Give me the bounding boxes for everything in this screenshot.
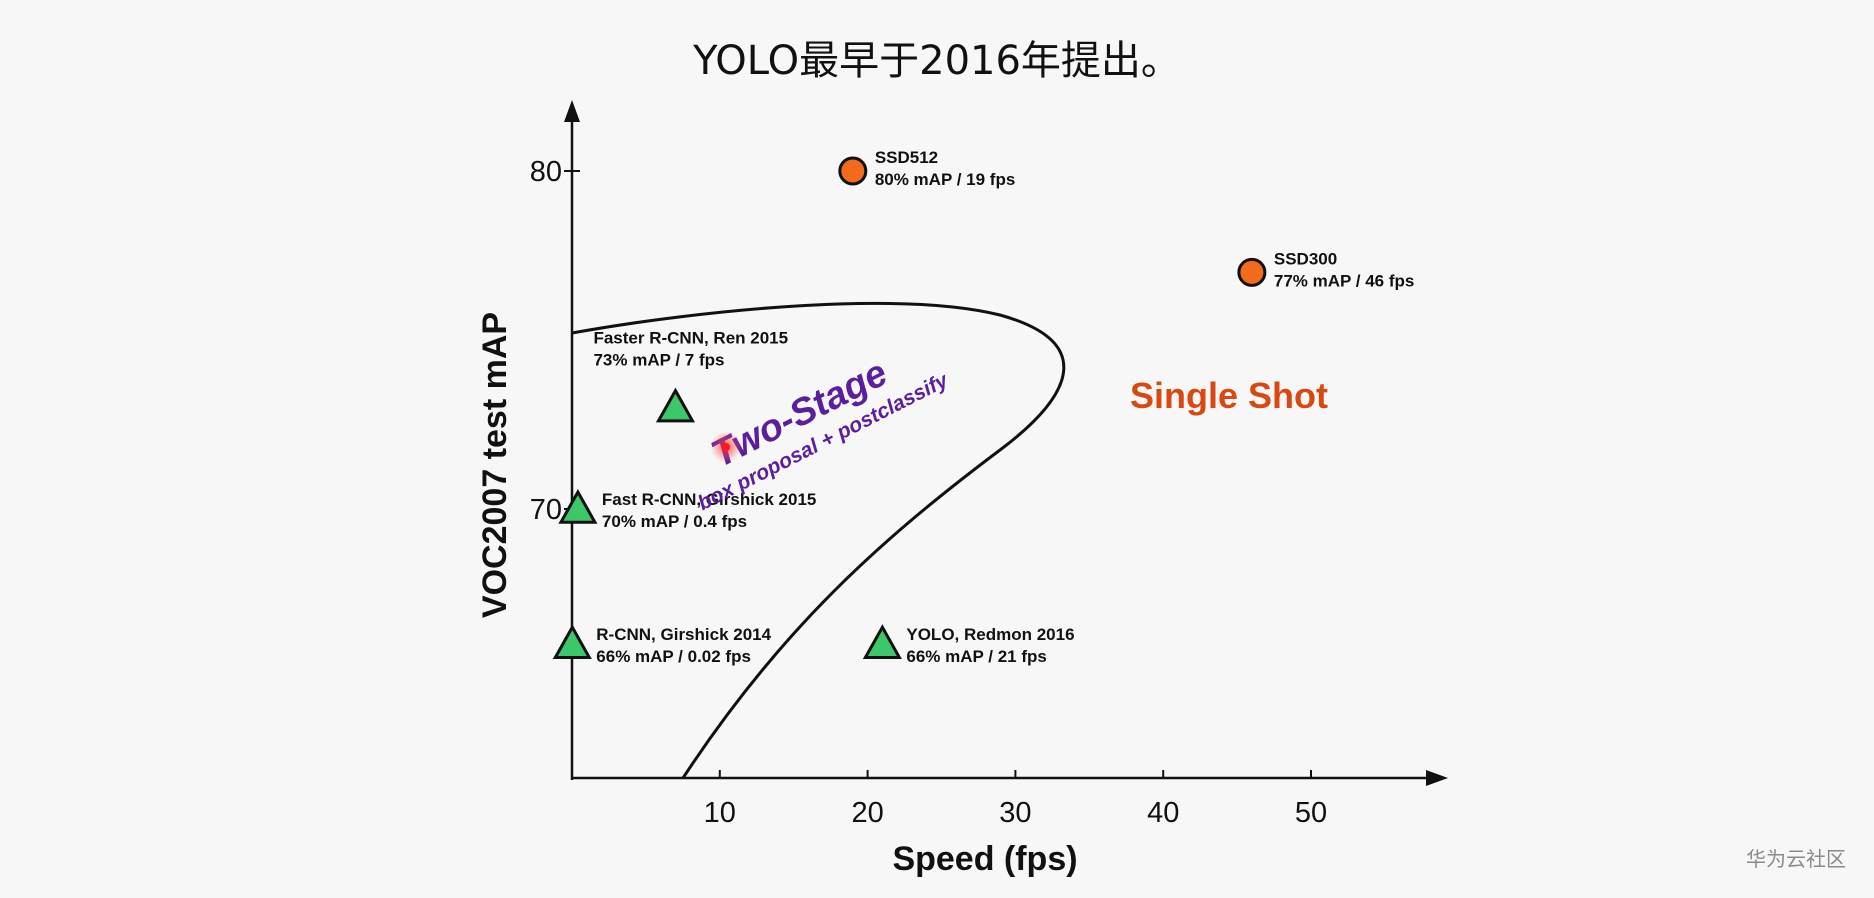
point-label-detail: 70% mAP / 0.4 fps	[602, 512, 747, 531]
data-points	[552, 156, 1267, 659]
point-marker-triangle	[552, 624, 592, 659]
y-tick-label: 80	[530, 156, 562, 188]
point-label-detail: 66% mAP / 21 fps	[906, 647, 1046, 666]
y-axis-arrow-icon	[564, 100, 580, 122]
point-label-detail: 73% mAP / 7 fps	[593, 351, 724, 370]
y-tick-label: 70	[530, 494, 562, 526]
x-tick-label: 50	[1295, 797, 1327, 829]
point-label-detail: 66% mAP / 0.02 fps	[596, 647, 751, 666]
point-marker-triangle	[558, 488, 598, 524]
x-axis-label: Speed (fps)	[892, 840, 1077, 878]
point-label-name: SSD512	[875, 148, 938, 167]
point-label-name: YOLO, Redmon 2016	[906, 625, 1074, 644]
x-tick-label: 40	[1147, 797, 1179, 829]
watermark: 华为云社区	[1746, 847, 1846, 871]
y-axis-label: VOC2007 test mAP	[476, 312, 514, 618]
point-label-name: Faster R-CNN, Ren 2015	[593, 329, 788, 348]
point-labels: SSD512 80% mAP / 19 fps SSD300 77% mAP / 46…	[593, 148, 1414, 666]
single-shot-region-label: Single Shot	[1130, 375, 1328, 416]
point-marker-triangle	[862, 624, 902, 659]
laser-pointer-dot	[722, 443, 730, 451]
point-marker-triangle	[655, 387, 696, 423]
two-stage-boundary	[571, 301, 1066, 779]
point-marker-circle	[838, 156, 868, 186]
x-tick-label: 20	[851, 797, 883, 829]
point-label-detail: 80% mAP / 19 fps	[875, 170, 1015, 189]
point-label-name: R-CNN, Girshick 2014	[596, 625, 771, 644]
point-label-name: Fast R-CNN, Girshick 2015	[602, 490, 816, 509]
axis-ticks: 10 20 30 40 50 70 80	[530, 156, 1327, 829]
slide-title: YOLO最早于2016年提出。	[693, 38, 1181, 84]
point-marker-circle	[1237, 257, 1267, 287]
x-tick-label: 30	[999, 797, 1031, 829]
x-axis-arrow-icon	[1426, 770, 1448, 786]
x-tick-label: 10	[704, 797, 736, 829]
axes	[564, 100, 1448, 786]
point-label-name: SSD300	[1274, 249, 1337, 268]
point-label-detail: 77% mAP / 46 fps	[1274, 271, 1414, 290]
